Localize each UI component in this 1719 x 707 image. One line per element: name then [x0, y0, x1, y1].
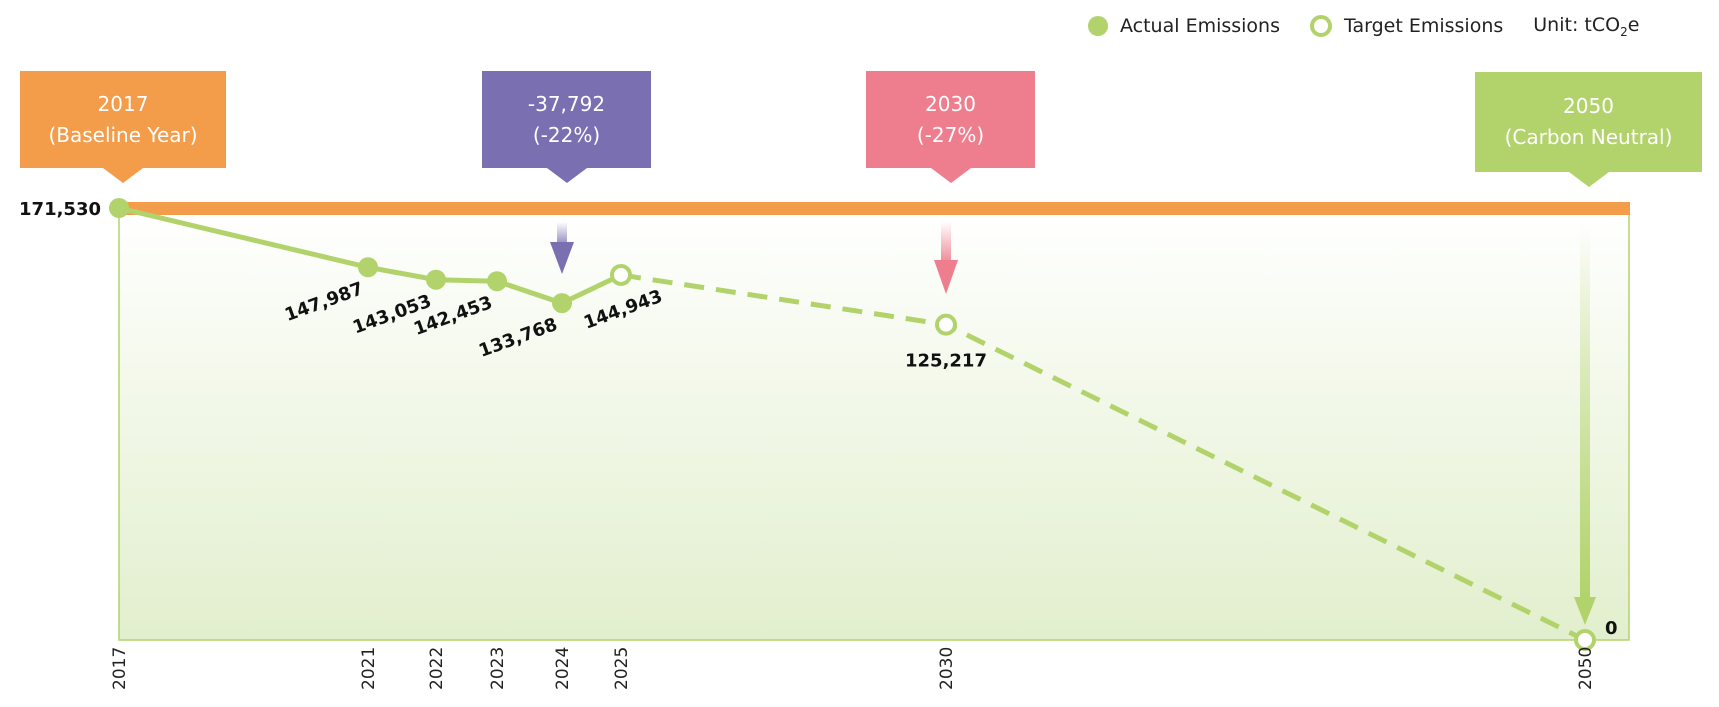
legend-actual: Actual Emissions [1120, 15, 1280, 38]
x-tick-2017: 2017 [110, 647, 130, 690]
value-label-2030: 125,217 [905, 351, 987, 372]
callout-line1: 2030 [925, 91, 976, 116]
actual-point-2022 [426, 269, 446, 290]
x-tick-2024: 2024 [553, 647, 573, 690]
legend-target: Target Emissions [1344, 15, 1504, 38]
callout-line1: 2017 [97, 91, 149, 116]
plot-area [118, 210, 1630, 641]
x-tick-2021: 2021 [359, 647, 379, 690]
unit-prefix: Unit: tCO [1533, 14, 1621, 36]
callout-line2: (-27%) [916, 122, 985, 147]
reduction-arrow-shaft [557, 222, 567, 250]
callout-line1: 2050 [1563, 94, 1614, 118]
x-tick-2022: 2022 [427, 647, 447, 690]
callout-2050: 2050 (Carbon Neutral) [1475, 72, 1702, 187]
callout-line2: (-22%) [532, 122, 601, 147]
neutral-arrow-shaft [1580, 225, 1590, 600]
target-2030-arrow-shaft [941, 222, 951, 267]
callout-reduction: -37,792 (-22%) [482, 71, 651, 183]
unit-suffix: e [1627, 14, 1640, 36]
callout-line2: (Baseline Year) [48, 122, 198, 147]
value-label-2050: 0 [1605, 618, 1618, 639]
x-tick-2023: 2023 [488, 647, 508, 690]
actual-legend-marker [1088, 16, 1108, 37]
target-point-2030 [935, 313, 957, 336]
callout-baseline: 2017 (Baseline Year) [20, 71, 226, 183]
actual-point-2021 [358, 257, 378, 278]
target-point-2025 [610, 263, 632, 286]
target-legend-marker [1310, 15, 1332, 38]
callout-2030: 2030 (-27%) [866, 71, 1035, 183]
baseline-bar [119, 202, 1630, 215]
x-tick-2030: 2030 [937, 647, 957, 690]
x-tick-2050: 2050 [1576, 647, 1596, 690]
neutral-arrow-head [1574, 597, 1596, 625]
actual-point-2017 [109, 198, 129, 218]
reduction-arrow-head [550, 242, 574, 274]
callout-line2: (Carbon Neutral) [1504, 125, 1673, 149]
value-label-2017: 171,530 [19, 199, 101, 220]
unit-sub: 2 [1620, 24, 1628, 39]
unit-label: Unit: tCO2e [1533, 14, 1639, 39]
actual-point-2023 [487, 271, 507, 292]
legend: Actual Emissions Target Emissions Unit: … [1088, 14, 1639, 39]
actual-point-2024 [552, 293, 572, 314]
target-point-2050 [1574, 629, 1596, 651]
target-2030-arrow-head [934, 260, 958, 294]
x-tick-2025: 2025 [612, 647, 632, 690]
callout-line1: -37,792 [527, 91, 606, 116]
